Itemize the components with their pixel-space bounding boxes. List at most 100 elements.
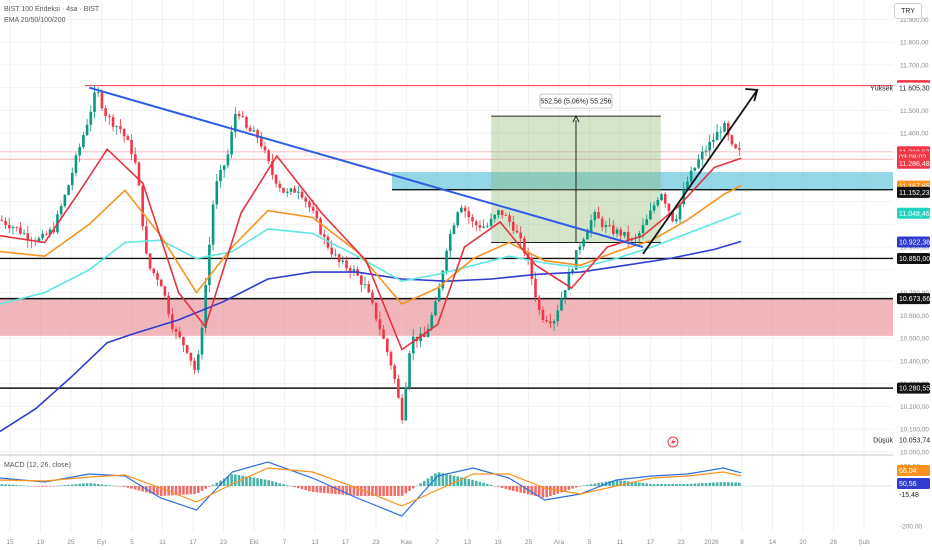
- candle-body: [715, 131, 719, 141]
- macd-histogram-bar: [712, 482, 715, 486]
- x-axis-tick: 17: [647, 539, 655, 546]
- macd-histogram-bar: [59, 485, 63, 487]
- low-label: Düşük: [873, 437, 893, 444]
- candle-body: [408, 353, 411, 388]
- candle-body: [404, 387, 408, 421]
- macd-histogram-bar: [630, 481, 634, 486]
- candle-body: [100, 92, 104, 109]
- macd-histogram-bar: [56, 485, 59, 487]
- macd-histogram-bar: [404, 486, 408, 494]
- currency-button[interactable]: TRY: [894, 3, 922, 19]
- measure-tool[interactable]: 552,56 (5,06%) 55.256: [491, 93, 661, 244]
- candle-body: [541, 309, 545, 321]
- candle-body: [133, 154, 137, 163]
- macd-histogram-bar: [345, 486, 348, 496]
- macd-histogram-bar: [448, 474, 452, 486]
- candle-body: [385, 338, 389, 353]
- candle-body: [397, 378, 400, 398]
- candle-body: [382, 329, 385, 339]
- macd-histogram-bar: [215, 482, 219, 486]
- macd-histogram-bar: [634, 482, 637, 486]
- macd-histogram-bar: [111, 485, 115, 487]
- macd-histogram-bar: [649, 483, 652, 486]
- trendlines[interactable]: [89, 86, 759, 255]
- candle-body: [148, 253, 152, 269]
- macd-histogram-bar: [623, 480, 626, 486]
- candle-body: [448, 233, 452, 251]
- macd-histogram-bar: [326, 486, 330, 494]
- macd-histogram-bar: [308, 486, 311, 492]
- macd-histogram-bar: [174, 486, 178, 496]
- macd-histogram-bar: [63, 485, 67, 486]
- macd-histogram-bar: [619, 480, 623, 486]
- macd-histogram-bar: [656, 484, 660, 486]
- candle-body: [493, 214, 497, 219]
- candle-body: [267, 150, 270, 162]
- y-axis-tick: 11.500,00: [900, 108, 929, 115]
- candle-body: [96, 92, 100, 94]
- x-axis-tick: 17: [342, 539, 350, 546]
- macd-histogram-bar: [334, 486, 337, 495]
- candle-body: [645, 219, 648, 226]
- candle-body: [289, 188, 293, 192]
- macd-histogram-bar: [360, 486, 363, 496]
- macd-histogram-bar: [208, 486, 211, 487]
- x-axis-tick: 2026: [704, 539, 719, 546]
- macd-histogram-bar: [96, 483, 100, 486]
- candle-body: [252, 130, 256, 132]
- macd-histogram-bar: [389, 486, 393, 496]
- candle-body: [482, 226, 485, 228]
- macd-histogram-bar: [385, 486, 389, 496]
- x-axis-tick: 11: [617, 539, 624, 546]
- macd-histogram-bar: [482, 482, 485, 486]
- candle-body: [704, 150, 708, 152]
- candle-body: [623, 231, 626, 236]
- macd-histogram-bar: [463, 478, 467, 486]
- macd-histogram-bar: [297, 486, 300, 489]
- macd-histogram-bar: [256, 478, 259, 486]
- candle-body: [137, 162, 141, 186]
- candle-body: [578, 246, 582, 251]
- time-axis[interactable]: 15 19 25 Eyl 5 11 17 23 Eki 7 13 17 23 Kas 7 13 19 25 Ara 5…: [6, 539, 870, 546]
- macd-histogram-bar: [549, 486, 552, 497]
- x-axis-tick: 7: [435, 539, 439, 546]
- macd-histogram-bar: [178, 486, 182, 495]
- macd-histogram-bar: [152, 486, 156, 495]
- macd-histogram-bar: [460, 477, 463, 486]
- candle-body: [523, 238, 526, 254]
- macd-histogram-bar: [652, 484, 656, 486]
- candle-body: [730, 135, 734, 145]
- macd-histogram-bar: [567, 486, 571, 490]
- macd-histogram-bar: [408, 486, 411, 491]
- alert-icon[interactable]: [667, 436, 679, 448]
- macd-histogram-bar: [578, 486, 582, 487]
- macd-histogram-bar: [682, 484, 686, 486]
- macd-histogram-bar: [397, 486, 400, 496]
- candle-body: [363, 284, 367, 286]
- macd-histogram-bar: [374, 486, 378, 496]
- macd-histogram-bar: [122, 486, 126, 487]
- macd-histogram-bar: [319, 486, 322, 493]
- price-tag-label: 10.850,00: [899, 256, 930, 263]
- macd-histogram-bar: [534, 486, 537, 496]
- macd-histogram-bar: [159, 486, 163, 496]
- macd-histogram-bar: [356, 486, 359, 496]
- candle-body: [467, 211, 471, 218]
- macd-histogram-bar: [511, 486, 515, 491]
- macd-histogram-bar: [600, 482, 604, 486]
- candle-body: [111, 116, 115, 127]
- candle-body: [119, 125, 122, 129]
- candle-body: [615, 229, 619, 234]
- candle-body: [437, 288, 441, 302]
- measure-arrow-head: [572, 115, 580, 123]
- price-axis[interactable]: 11.900,00 11.800,00 11.700,00 11.500,00 11.4…: [870, 17, 930, 531]
- candle-body: [656, 200, 660, 206]
- candle-body: [504, 215, 508, 216]
- candle-body: [78, 147, 81, 156]
- macd-histogram-bar: [563, 486, 567, 492]
- macd-histogram-bar: [597, 482, 600, 486]
- macd-histogram-bar: [452, 475, 456, 486]
- candles: [0, 85, 741, 424]
- macd-histogram-bar: [352, 486, 356, 496]
